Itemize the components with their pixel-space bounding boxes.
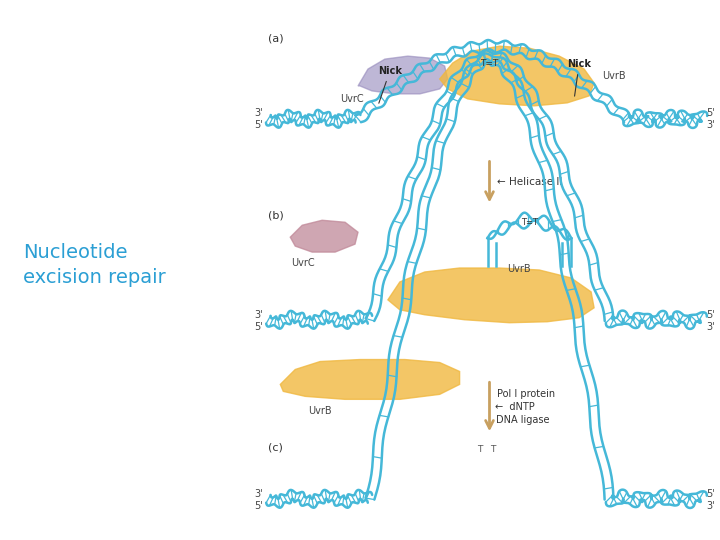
Text: (b): (b)	[269, 210, 284, 220]
Text: 3': 3'	[706, 501, 715, 511]
Text: UvrB: UvrB	[602, 71, 626, 81]
Text: 3': 3'	[706, 322, 715, 332]
Text: Nick: Nick	[378, 66, 402, 103]
Text: Nick: Nick	[567, 59, 591, 96]
Text: T=T: T=T	[521, 218, 538, 227]
Text: 5': 5'	[706, 108, 716, 118]
Text: UvrC: UvrC	[292, 258, 315, 268]
Text: ← Helicase II: ← Helicase II	[498, 178, 563, 187]
Text: (c): (c)	[269, 442, 283, 452]
Text: T=T: T=T	[480, 58, 499, 68]
Text: 3': 3'	[706, 120, 715, 130]
Text: DNA ligase: DNA ligase	[497, 415, 550, 425]
Polygon shape	[280, 360, 459, 400]
Text: 5': 5'	[255, 120, 264, 130]
Polygon shape	[290, 220, 358, 252]
Polygon shape	[358, 56, 448, 94]
Text: 5': 5'	[706, 489, 716, 499]
Polygon shape	[440, 46, 594, 106]
Text: UvrC: UvrC	[340, 94, 364, 104]
Text: Nucleotide
excision repair: Nucleotide excision repair	[23, 243, 166, 287]
Text: 5': 5'	[255, 501, 264, 511]
Text: (a): (a)	[269, 33, 284, 43]
Text: T   T: T T	[477, 444, 496, 454]
Text: 3': 3'	[255, 489, 264, 499]
Text: UvrB: UvrB	[308, 406, 332, 416]
Text: ←  dNTP: ← dNTP	[495, 402, 535, 413]
Text: UvrB: UvrB	[508, 264, 531, 274]
Text: 3': 3'	[255, 108, 264, 118]
Text: 5': 5'	[706, 310, 716, 320]
Text: 5': 5'	[255, 322, 264, 332]
Text: 3': 3'	[255, 310, 264, 320]
Text: Pol I protein: Pol I protein	[498, 389, 556, 400]
Polygon shape	[388, 268, 594, 323]
